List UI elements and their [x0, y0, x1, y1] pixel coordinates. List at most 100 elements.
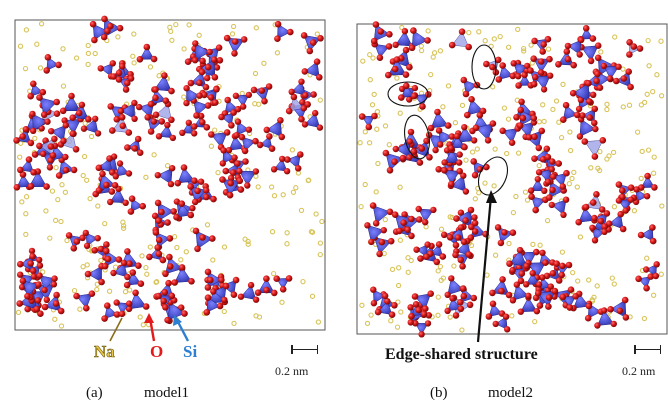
- oxygen-atom: [441, 167, 448, 174]
- oxygen-atom: [206, 48, 213, 56]
- sodium-atom: [595, 165, 601, 171]
- oxygen-atom: [427, 124, 435, 132]
- sodium-atom: [284, 241, 290, 247]
- oxygen-atom: [592, 125, 599, 133]
- oxygen-atom: [619, 187, 626, 194]
- oxygen-atom: [234, 118, 242, 125]
- oxygen-atom: [155, 250, 163, 258]
- sio4-tetrahedron: [201, 86, 220, 106]
- oxygen-atom: [62, 122, 69, 129]
- oxygen-atom: [434, 108, 441, 116]
- oxygen-atom: [273, 275, 281, 283]
- panel-b-sio4-units: [358, 21, 660, 338]
- oxygen-atom: [85, 116, 92, 123]
- oxygen-atom: [546, 194, 553, 201]
- sodium-atom: [102, 220, 108, 227]
- oxygen-atom: [462, 217, 469, 224]
- oxygen-atom: [459, 263, 466, 270]
- oxygen-atom: [35, 281, 42, 288]
- sodium-atom: [466, 29, 472, 36]
- oxygen-atom: [125, 129, 133, 136]
- oxygen-atom: [152, 111, 160, 119]
- oxygen-atom: [231, 154, 238, 161]
- sodium-atom: [52, 217, 59, 224]
- oxygen-atom: [613, 77, 620, 85]
- oxygen-atom: [168, 292, 176, 300]
- sodium-atom: [366, 140, 373, 146]
- sio4-tetrahedron: [499, 125, 521, 146]
- oxygen-atom: [101, 15, 108, 23]
- oxygen-atom: [208, 131, 215, 138]
- oxygen-atom: [607, 306, 614, 313]
- sodium-atom: [501, 105, 508, 111]
- edge-shared-highlight-ellipse: [404, 114, 430, 160]
- oxygen-atom: [601, 307, 608, 314]
- sio4-tetrahedron: [382, 149, 407, 174]
- oxygen-atom: [454, 234, 462, 241]
- oxygen-atom: [117, 107, 125, 115]
- oxygen-atom: [119, 122, 127, 130]
- oxygen-atom: [123, 281, 131, 289]
- oxygen-atom: [586, 114, 593, 121]
- oxygen-atom: [29, 252, 36, 260]
- oxygen-atom: [73, 292, 80, 300]
- oxygen-atom: [142, 303, 150, 310]
- oxygen-atom: [564, 55, 572, 63]
- oxygen-atom: [393, 56, 401, 63]
- oxygen-atom: [566, 304, 574, 311]
- sodium-atom: [532, 318, 538, 325]
- oxygen-atom: [524, 62, 531, 70]
- sodium-atom: [22, 65, 29, 72]
- sio4-tetrahedron: [446, 224, 468, 246]
- oxygen-atom: [191, 57, 199, 64]
- sodium-atom: [556, 119, 562, 125]
- oxygen-atom: [371, 112, 378, 120]
- oxygen-atom: [534, 289, 542, 297]
- oxygen-atom: [529, 270, 536, 277]
- oxygen-atom: [288, 88, 295, 96]
- oxygen-atom: [564, 42, 572, 50]
- sodium-atom: [60, 83, 67, 89]
- oxygen-atom: [435, 166, 443, 173]
- oxygen-atom: [558, 271, 565, 279]
- oxygen-atom: [29, 267, 37, 275]
- scale-label-a: 0.2 nm: [275, 364, 309, 378]
- oxygen-atom: [122, 199, 129, 206]
- sodium-atom: [459, 327, 465, 333]
- oxygen-atom: [540, 41, 547, 48]
- oxygen-atom: [199, 118, 206, 126]
- oxygen-atom: [207, 276, 214, 284]
- oxygen-atom: [525, 292, 532, 299]
- oxygen-atom: [517, 277, 525, 285]
- sodium-atom: [506, 240, 512, 247]
- oxygen-atom: [435, 241, 443, 248]
- oxygen-atom: [563, 48, 571, 55]
- oxygen-atom: [398, 94, 405, 101]
- sodium-atom: [317, 97, 323, 103]
- sodium-atom: [120, 225, 127, 231]
- oxygen-atom: [155, 236, 163, 244]
- oxygen-atom: [456, 151, 463, 158]
- oxygen-atom: [489, 120, 497, 127]
- sodium-atom: [53, 164, 59, 171]
- sodium-atom: [367, 77, 373, 83]
- annotation-arrow-line: [476, 195, 493, 343]
- oxygen-atom: [465, 43, 473, 51]
- oxygen-atom: [215, 44, 223, 51]
- oxygen-atom: [131, 145, 139, 152]
- oxygen-atom: [223, 129, 231, 136]
- oxygen-atom: [603, 210, 611, 217]
- sodium-atom: [375, 160, 381, 167]
- sodium-atom: [435, 268, 441, 274]
- oxygen-atom: [158, 118, 166, 125]
- sio4-tetrahedron: [152, 229, 174, 251]
- oxygen-atom: [227, 179, 234, 187]
- sio4-tetrahedron: [560, 101, 581, 123]
- oxygen-atom: [92, 115, 99, 123]
- oxygen-atom: [124, 273, 131, 281]
- oxygen-atom: [13, 184, 21, 191]
- oxygen-atom: [406, 138, 413, 145]
- sio4-tetrahedron: [95, 155, 133, 180]
- oxygen-atom: [151, 212, 159, 220]
- oxygen-atom: [110, 269, 117, 277]
